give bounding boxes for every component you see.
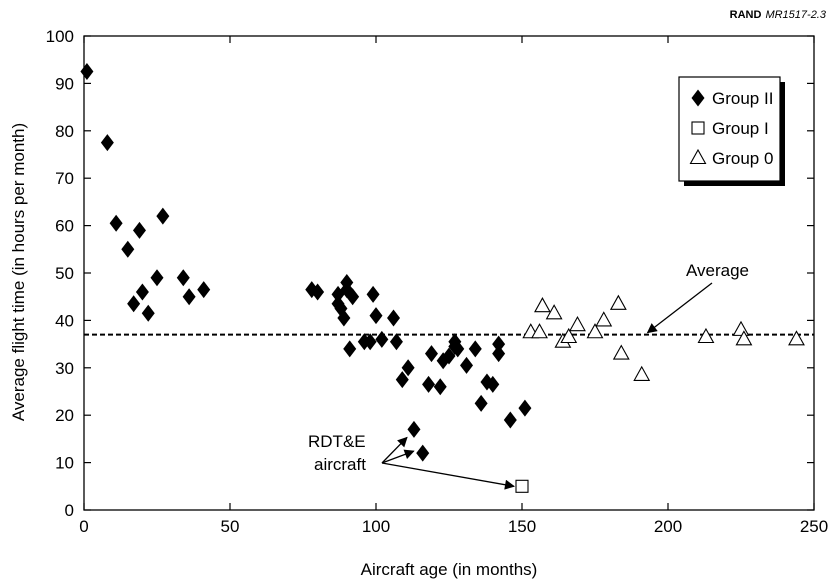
y-tick-label: 100 [46, 27, 74, 46]
group-ii-point [424, 345, 438, 363]
source-label-code: MR1517-2.3 [765, 9, 826, 21]
group-ii-point [468, 340, 482, 358]
y-tick-label: 70 [55, 169, 74, 188]
group-ii-point [442, 347, 456, 365]
average-line-group: Average [84, 261, 814, 336]
legend-marker-group-ii [691, 89, 705, 107]
group-ii-point [156, 207, 170, 225]
group-ii-point [176, 269, 190, 287]
group-0-point [531, 323, 548, 339]
group-ii-point [337, 309, 351, 327]
group-ii-point [375, 330, 389, 348]
group-0-point [560, 327, 578, 344]
y-tick-label: 90 [55, 74, 74, 93]
group-ii-point [460, 356, 474, 374]
annotation-group: RDT&E aircraft [308, 432, 515, 490]
data-points [80, 63, 805, 493]
group-0-point [586, 323, 604, 339]
average-label: Average [686, 261, 749, 280]
legend-marker-group-i [691, 121, 705, 135]
group-0-point [732, 320, 750, 336]
axis-ticks: 0 50 100 150 200 250 0 10 20 30 40 50 60 70 80 90 100 [46, 27, 829, 536]
x-tick-label: 200 [654, 517, 682, 536]
source-label: RAND MR1517-2.3 [730, 9, 827, 21]
x-tick-label: 100 [362, 517, 390, 536]
group-ii-point [503, 411, 517, 429]
group-i-point [515, 479, 529, 493]
group-0-point [697, 327, 715, 344]
group-ii-point [518, 399, 532, 417]
x-tick-label: 150 [508, 517, 536, 536]
y-tick-label: 20 [55, 406, 74, 425]
group-ii-point [132, 221, 146, 239]
group-0-point [735, 330, 753, 346]
x-tick-label: 50 [221, 517, 240, 536]
legend-marker-group-0 [689, 148, 707, 165]
group-ii-point [121, 240, 135, 258]
group-ii-point [492, 345, 506, 363]
annotation-line-1: RDT&E [308, 432, 366, 451]
group-ii-point [197, 281, 211, 299]
group-ii-point [433, 378, 447, 396]
group-ii-point [311, 283, 325, 301]
group-0-point [788, 330, 805, 346]
x-axis-title: Aircraft age (in months) [361, 560, 538, 579]
group-ii-point [343, 340, 357, 358]
annotation-arrow [381, 449, 415, 464]
legend-label-group-i: Group I [712, 119, 769, 138]
legend-label-group-0: Group 0 [712, 149, 773, 168]
y-tick-label: 30 [55, 359, 74, 378]
group-ii-point [150, 269, 164, 287]
group-ii-point [422, 375, 436, 393]
y-tick-label: 60 [55, 217, 74, 236]
group-ii-point [135, 283, 149, 301]
group-ii-point [486, 375, 500, 393]
group-0-point [609, 294, 627, 310]
legend-label-group-ii: Group II [712, 89, 773, 108]
group-ii-point [363, 333, 377, 351]
group-ii-point [182, 288, 196, 306]
y-tick-label: 40 [55, 311, 74, 330]
group-ii-point [100, 134, 114, 152]
group-ii-point [401, 359, 415, 377]
group-0-point [612, 344, 630, 360]
group-ii-point [395, 371, 409, 389]
group-ii-point [141, 304, 155, 322]
annotation-line-2: aircraft [314, 455, 366, 474]
group-ii-point [80, 63, 94, 81]
group-ii-point [416, 444, 430, 462]
group-ii-point [369, 307, 383, 325]
group-ii-point [366, 285, 380, 303]
group-ii-point [346, 288, 360, 306]
x-tick-label: 250 [800, 517, 828, 536]
group-0-point [595, 311, 613, 327]
group-ii-point [407, 420, 421, 438]
group-0-point [545, 304, 563, 320]
group-ii-point [474, 394, 488, 412]
group-0-point [569, 316, 586, 332]
group-ii-point [492, 335, 506, 353]
y-tick-label: 0 [65, 501, 74, 520]
annotation-arrow [381, 436, 408, 464]
group-ii-point [451, 340, 465, 358]
y-axis-title: Average flight time (in hours per month) [9, 123, 28, 421]
average-arrow [646, 282, 713, 334]
group-ii-point [389, 333, 403, 351]
group-0-point [534, 297, 551, 313]
annotation-arrow [381, 462, 515, 490]
y-tick-label: 10 [55, 454, 74, 473]
group-ii-point [109, 214, 123, 232]
group-ii-point [387, 309, 401, 327]
group-0-point [633, 365, 651, 381]
y-tick-label: 80 [55, 122, 74, 141]
source-label-bold: RAND [730, 9, 762, 21]
legend: Group II Group I Group 0 [678, 76, 785, 186]
group-ii-point [127, 295, 141, 313]
x-tick-label: 0 [79, 517, 88, 536]
y-tick-label: 50 [55, 264, 74, 283]
